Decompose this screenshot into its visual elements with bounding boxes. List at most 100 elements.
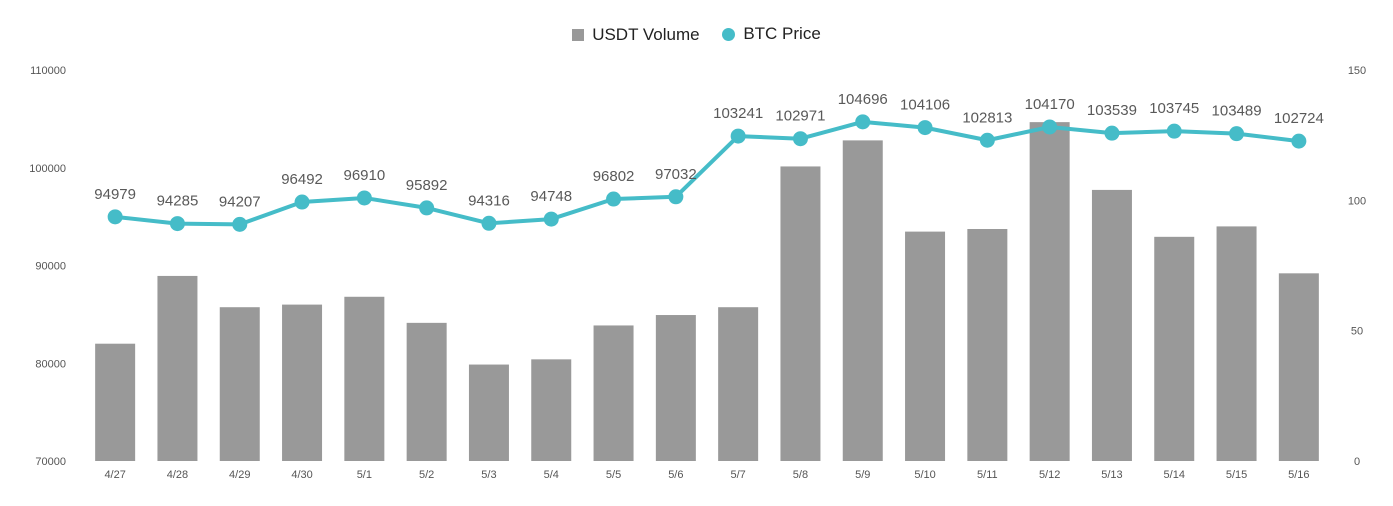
x-axis-tick-label: 5/6: [668, 469, 683, 481]
x-axis-tick-label: 5/13: [1101, 469, 1122, 481]
usdt-volume-bar[interactable]: [1154, 236, 1195, 461]
usdt-volume-bar[interactable]: [95, 343, 136, 461]
usdt-volume-bar[interactable]: [344, 296, 385, 461]
usdt-volume-bar[interactable]: [531, 359, 572, 461]
btc-price-point[interactable]: [107, 209, 123, 225]
btc-price-data-label: 104106: [900, 97, 950, 114]
usdt-volume-bar[interactable]: [842, 140, 883, 461]
x-axis-tick-label: 5/9: [855, 469, 870, 481]
x-axis-tick-label: 4/29: [229, 469, 250, 481]
x-axis-tick-label: 5/14: [1164, 469, 1185, 481]
btc-price-data-label: 96802: [593, 168, 635, 185]
btc-price-data-label: 103539: [1087, 102, 1137, 119]
legend-item-btc-price[interactable]: BTC Price: [722, 24, 821, 44]
btc-price-point[interactable]: [1291, 133, 1307, 149]
btc-price-data-label: 104696: [838, 91, 888, 108]
btc-price-point[interactable]: [1042, 119, 1058, 135]
btc-price-point[interactable]: [917, 120, 933, 136]
usdt-volume-bar[interactable]: [655, 315, 696, 461]
btc-price-point[interactable]: [1166, 123, 1182, 139]
usdt-volume-bar[interactable]: [406, 322, 447, 461]
x-axis-tick-label: 5/2: [419, 469, 434, 481]
usdt-volume-bar[interactable]: [157, 275, 198, 461]
btc-price-point[interactable]: [606, 191, 622, 207]
btc-price-point[interactable]: [232, 216, 248, 232]
x-axis-tick-label: 5/5: [606, 469, 621, 481]
usdt-volume-bar[interactable]: [718, 307, 759, 461]
btc-price-point[interactable]: [1104, 125, 1120, 141]
btc-price-data-label: 94285: [157, 193, 199, 210]
x-axis-tick-label: 5/7: [731, 469, 746, 481]
btc-price-line: [114, 119, 1300, 227]
usdt-volume-bar[interactable]: [1029, 122, 1070, 461]
btc-price-data-label: 94979: [94, 186, 136, 203]
x-axis-tick-label: 5/4: [544, 469, 559, 481]
legend-bar-swatch-icon: [572, 28, 585, 41]
btc-price-data-label: 103489: [1212, 103, 1262, 120]
usdt-volume-bar[interactable]: [468, 364, 509, 461]
right-axis: 0 50 100 150: [1348, 65, 1366, 468]
btc-price-point[interactable]: [169, 216, 185, 232]
btc-price-data-labels: 94979 94285 94207 96492 96910 95892 94316 94748…: [94, 91, 1324, 211]
x-axis-labels: 4/27 4/28 4/29 4/30 5/1 5/2 5/3 5/4 5/5 5/6 5/7 5/8…: [104, 469, 1309, 481]
btc-price-point[interactable]: [792, 131, 808, 147]
legend-dot-swatch-icon: [722, 27, 736, 41]
usdt-volume-bar[interactable]: [967, 229, 1008, 461]
x-axis-tick-label: 4/28: [167, 469, 188, 481]
btc-price-data-label: 94748: [530, 188, 572, 205]
x-axis-tick-label: 4/30: [291, 469, 312, 481]
btc-price-data-label: 103745: [1149, 100, 1199, 117]
btc-price-data-label: 97032: [655, 166, 697, 183]
usdt-volume-bar[interactable]: [1216, 226, 1257, 461]
legend-label-btc-price: BTC Price: [743, 24, 821, 43]
btc-price-data-label: 96910: [343, 167, 385, 184]
btc-price-data-label: 102971: [775, 108, 825, 125]
btc-price-data-label: 102813: [962, 109, 1012, 126]
x-axis-tick-label: 5/3: [481, 469, 496, 481]
x-axis-tick-label: 5/8: [793, 469, 808, 481]
btc-price-point[interactable]: [668, 189, 684, 205]
legend-item-usdt-volume[interactable]: USDT Volume: [572, 24, 700, 45]
btc-price-point[interactable]: [356, 190, 372, 206]
btc-price-series: [107, 114, 1307, 232]
usdt-volume-bar[interactable]: [1278, 273, 1319, 461]
left-axis: 70000 80000 90000 100000 110000: [29, 65, 66, 468]
usdt-volume-bar[interactable]: [282, 304, 323, 461]
btc-price-data-label: 104170: [1025, 96, 1075, 113]
right-axis-tick-label: 0: [1354, 456, 1360, 468]
btc-price-data-label: 95892: [406, 177, 448, 194]
left-axis-tick-label: 110000: [30, 65, 66, 77]
left-axis-tick-label: 80000: [35, 358, 66, 370]
usdt-volume-bar[interactable]: [593, 325, 634, 461]
x-axis-tick-label: 4/27: [104, 469, 125, 481]
btc-price-point[interactable]: [294, 194, 310, 210]
right-axis-tick-label: 150: [1348, 65, 1366, 77]
btc-price-point[interactable]: [730, 128, 746, 144]
x-axis-tick-label: 5/11: [977, 469, 998, 481]
btc-price-data-label: 94207: [219, 193, 261, 210]
btc-price-data-label: 96492: [281, 171, 323, 188]
usdt-volume-bar[interactable]: [219, 307, 260, 461]
btc-price-point[interactable]: [543, 211, 559, 227]
btc-price-point[interactable]: [1229, 126, 1245, 142]
right-axis-tick-label: 50: [1351, 326, 1363, 338]
left-axis-tick-label: 70000: [35, 456, 66, 468]
btc-price-point[interactable]: [979, 132, 995, 148]
right-axis-tick-label: 100: [1348, 195, 1366, 207]
usdt-volume-bar[interactable]: [780, 166, 821, 462]
left-axis-tick-label: 90000: [35, 261, 66, 273]
usdt-volume-bars: [95, 122, 1319, 462]
x-axis-tick-label: 5/15: [1226, 469, 1247, 481]
btc-price-point[interactable]: [855, 114, 871, 130]
usdt-volume-bar[interactable]: [1091, 189, 1132, 461]
btc-price-point[interactable]: [481, 215, 497, 231]
legend-label-usdt-volume: USDT Volume: [592, 24, 700, 44]
btc-price-data-label: 102724: [1274, 110, 1324, 127]
btc-price-point[interactable]: [419, 200, 435, 216]
x-axis-tick-label: 5/1: [357, 469, 372, 481]
btc-price-data-label: 94316: [468, 192, 510, 209]
left-axis-tick-label: 100000: [29, 163, 66, 175]
usdt-volume-bar[interactable]: [905, 231, 946, 461]
btc-price-data-label: 103241: [713, 105, 763, 122]
